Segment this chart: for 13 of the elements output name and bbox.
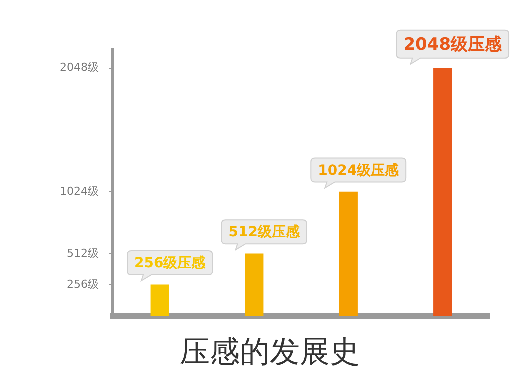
y-tick-label: 512级 — [66, 246, 99, 260]
y-tick-label: 2048级 — [60, 61, 99, 74]
data-label: 2048级压感 — [404, 34, 504, 55]
data-label: 1024级压感 — [318, 162, 400, 179]
data-label: 256级压感 — [134, 256, 207, 272]
bar — [434, 68, 452, 316]
bar — [245, 254, 264, 316]
bar — [339, 192, 358, 316]
y-tick-label: 1024级 — [60, 185, 99, 198]
text: 压感的发展史 — [180, 334, 360, 370]
y-tick-label: 256级 — [66, 278, 99, 291]
bar — [150, 284, 170, 316]
data-label: 512级压感 — [228, 224, 301, 241]
